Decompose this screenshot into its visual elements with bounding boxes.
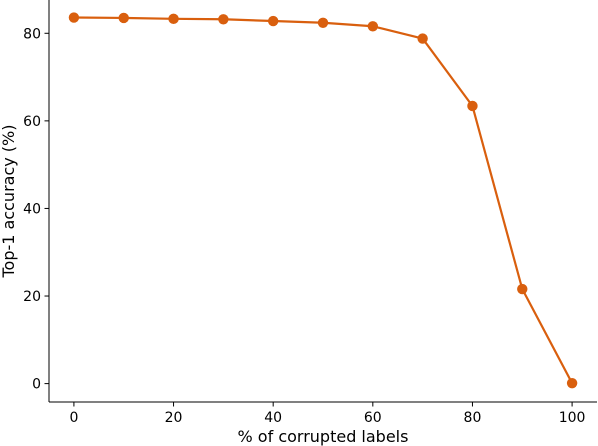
- series-line: [73, 16, 574, 384]
- data-point: [367, 21, 379, 32]
- data-point: [467, 100, 478, 112]
- x-tick-label: 40: [264, 410, 282, 426]
- series-group: [68, 12, 578, 389]
- data-point: [68, 12, 80, 23]
- x-tick-label: 20: [165, 410, 183, 426]
- y-tick-label: 20: [23, 289, 41, 305]
- data-point: [566, 377, 578, 389]
- x-tick-label: 60: [364, 410, 382, 426]
- x-tick-label: 80: [464, 410, 482, 426]
- y-tick-label: 80: [23, 26, 41, 42]
- x-axis-title: % of corrupted labels: [238, 427, 409, 446]
- data-point: [317, 17, 329, 28]
- y-tick-label: 0: [32, 377, 41, 393]
- y-tick-label: 40: [23, 201, 41, 217]
- y-ticks: 0 20 40 60 80: [23, 26, 49, 393]
- data-point: [267, 15, 279, 27]
- data-point: [517, 283, 528, 295]
- x-tick-label: 100: [559, 410, 586, 426]
- axes: [48, 0, 597, 403]
- data-point: [417, 33, 428, 44]
- y-tick-label: 60: [23, 114, 41, 130]
- data-point: [168, 13, 179, 25]
- y-axis-title: Top-1 accuracy (%): [0, 125, 18, 279]
- x-ticks: 0 20 40 60 80 100: [69, 402, 585, 426]
- data-point: [218, 14, 229, 25]
- data-point: [118, 12, 129, 24]
- x-tick-label: 0: [69, 410, 78, 426]
